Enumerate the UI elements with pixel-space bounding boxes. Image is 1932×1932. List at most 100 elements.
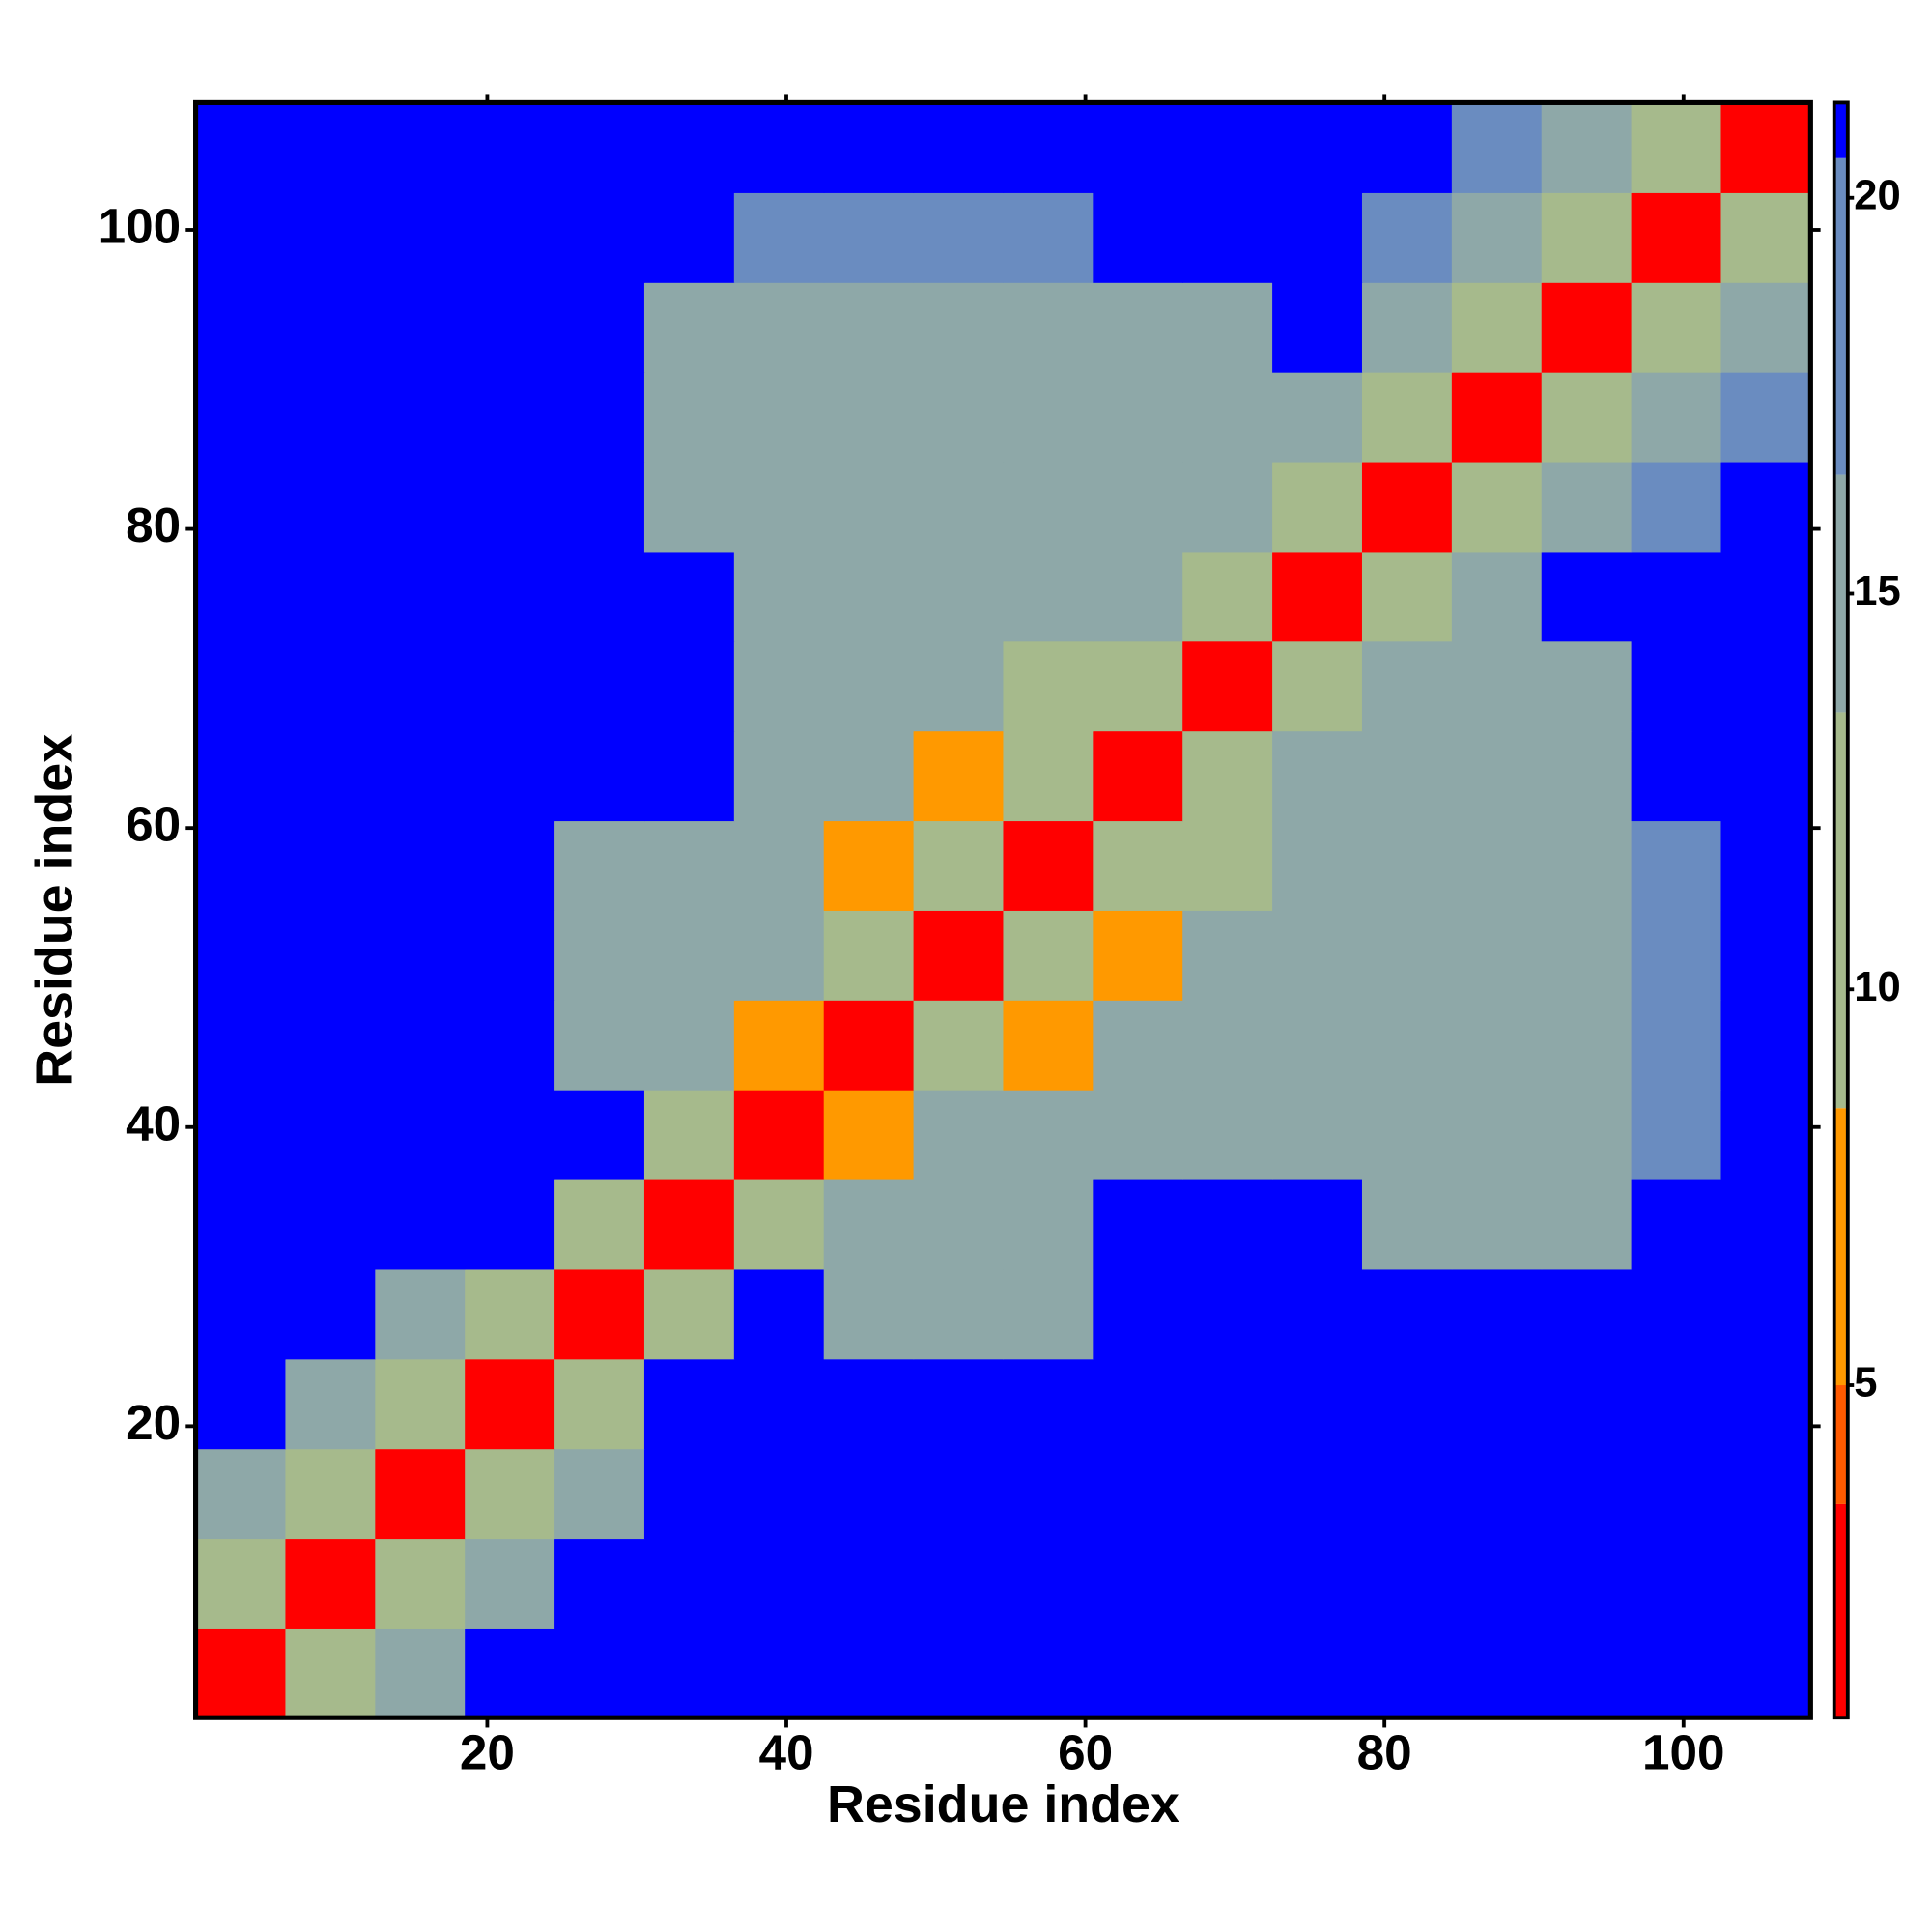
heatmap-cell: [913, 730, 1005, 822]
heatmap-cell: [1541, 1628, 1633, 1719]
heatmap-cell: [195, 102, 287, 193]
heatmap-cell: [1541, 372, 1633, 463]
heatmap-cell: [195, 640, 287, 732]
heatmap-cell: [733, 1448, 825, 1540]
heatmap-cell: [1720, 282, 1811, 373]
heatmap-cell: [643, 1628, 735, 1719]
heatmap-cell: [465, 1358, 555, 1450]
heatmap-cell: [375, 640, 466, 732]
heatmap-cell: [465, 192, 555, 283]
heatmap-cell: [1541, 1000, 1633, 1091]
heatmap-cell: [1272, 1358, 1363, 1450]
heatmap-cell: [1272, 1000, 1363, 1091]
heatmap-cell: [1361, 372, 1453, 463]
heatmap-cell: [1003, 1448, 1094, 1540]
heatmap-cell: [823, 282, 915, 373]
heatmap-cell: [195, 1268, 287, 1360]
heatmap-cell: [1361, 102, 1453, 193]
heatmap-cell: [375, 1179, 466, 1270]
heatmap-cell: [285, 102, 376, 193]
x-tick-label: 20: [460, 1724, 515, 1779]
heatmap-cell: [1003, 372, 1094, 463]
colorbar: 5 10 15 20: [1832, 100, 1901, 1720]
heatmap-cell: [823, 551, 915, 642]
heatmap-cell: [1720, 372, 1811, 463]
heatmap-cell: [1182, 1090, 1273, 1180]
heatmap-cell: [554, 820, 645, 911]
heatmap-cell: [1631, 372, 1722, 463]
heatmap-cell: [554, 192, 645, 283]
heatmap-cell: [1451, 730, 1543, 822]
heatmap-cell: [375, 1000, 466, 1091]
heatmap-cell: [285, 192, 376, 283]
heatmap-cell: [554, 1628, 645, 1719]
heatmap-cell: [1272, 551, 1363, 642]
heatmap-cell: [1093, 461, 1183, 553]
heatmap-cell: [285, 820, 376, 911]
heatmap-cell: [195, 1179, 287, 1270]
heatmap-cell: [1720, 1628, 1811, 1719]
heatmap-cell: [554, 1538, 645, 1629]
heatmap-cell: [823, 192, 915, 283]
heatmap-cell: [913, 910, 1005, 1001]
heatmap-cell: [465, 102, 555, 193]
heatmap-cell: [643, 1268, 735, 1360]
heatmap-cell: [1272, 1538, 1363, 1629]
colorbar-band: [1833, 474, 1848, 713]
heatmap-cell: [823, 372, 915, 463]
heatmap-cell: [643, 372, 735, 463]
heatmap-cell: [1182, 910, 1273, 1001]
heatmap-cell: [823, 1448, 915, 1540]
heatmap-cell: [643, 551, 735, 642]
heatmap-cell: [913, 461, 1005, 553]
heatmap-cell: [1631, 1448, 1722, 1540]
heatmap-cell: [1093, 282, 1183, 373]
heatmap-cell: [643, 192, 735, 283]
heatmap-cell: [733, 1358, 825, 1450]
heatmap-cell: [1631, 730, 1722, 822]
heatmap-cell: [823, 1628, 915, 1719]
heatmap-cell: [285, 730, 376, 822]
colorbar-tick-label: 10: [1854, 964, 1900, 1010]
heatmap-cell: [465, 1179, 555, 1270]
heatmap-cell: [554, 1448, 645, 1540]
heatmap-cell: [1361, 910, 1453, 1001]
heatmap-cell: [554, 282, 645, 373]
colorbar-band: [1833, 1108, 1848, 1386]
y-tick-label: 100: [99, 199, 182, 254]
x-axis-title: Residue index: [827, 1776, 1179, 1833]
heatmap-cell: [643, 461, 735, 553]
heatmap-cell: [823, 820, 915, 911]
heatmap-cell: [285, 1179, 376, 1270]
colorbar-band: [1833, 102, 1848, 158]
heatmap-cell: [1182, 1628, 1273, 1719]
heatmap-cell: [1631, 1358, 1722, 1450]
heatmap-cell: [643, 1090, 735, 1180]
heatmap-cell: [1361, 461, 1453, 553]
heatmap-cell: [1093, 640, 1183, 732]
heatmap-cell: [1720, 1448, 1811, 1540]
heatmap-cell: [1451, 1090, 1543, 1180]
heatmap-cell: [375, 820, 466, 911]
heatmap-cell: [913, 1000, 1005, 1091]
x-tick-label: 40: [758, 1724, 813, 1779]
heatmap-cell: [1003, 1358, 1094, 1450]
heatmap-cell: [195, 1090, 287, 1180]
heatmap-cell: [913, 372, 1005, 463]
heatmap-cell: [375, 1358, 466, 1450]
heatmap-cell: [1361, 730, 1453, 822]
heatmap-cell: [1451, 372, 1543, 463]
heatmap-cell: [733, 1000, 825, 1091]
heatmap-cell: [1631, 1000, 1722, 1091]
heatmap-cell: [465, 1538, 555, 1629]
heatmap-cell: [913, 820, 1005, 911]
heatmap-cell: [1451, 1448, 1543, 1540]
heatmap-cell: [285, 461, 376, 553]
heatmap-cell: [1182, 1358, 1273, 1450]
heatmap-cell: [195, 282, 287, 373]
heatmap-cell: [1541, 820, 1633, 911]
heatmap-cell: [1541, 551, 1633, 642]
heatmap-cell: [1093, 910, 1183, 1001]
heatmap-cell: [733, 1538, 825, 1629]
